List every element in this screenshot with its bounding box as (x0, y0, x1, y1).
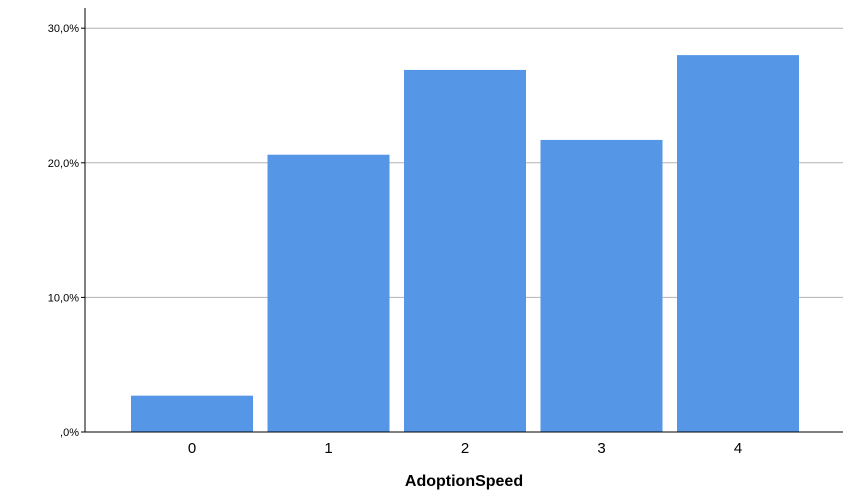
bar-1 (267, 154, 390, 432)
axes (84, 8, 843, 433)
bar-2 (404, 69, 526, 433)
y-tick-label: ,0% (60, 427, 79, 439)
bar-0 (131, 395, 253, 432)
x-tick-label: 1 (324, 440, 332, 457)
bar-4 (677, 55, 799, 432)
x-tick-label: 2 (461, 440, 469, 457)
x-tick-label: 4 (734, 440, 742, 457)
y-tick-labels: ,0% 10,0% 20,0% 30,0% (48, 23, 85, 439)
bar-3 (540, 139, 663, 432)
x-axis-title: AdoptionSpeed (405, 473, 523, 490)
x-tick-label: 0 (188, 440, 196, 457)
y-tick-label: 30,0% (48, 23, 79, 35)
y-tick-label: 20,0% (48, 158, 79, 170)
y-tick-label: 10,0% (48, 292, 79, 304)
bars (131, 55, 799, 433)
x-tick-label: 3 (597, 440, 605, 457)
x-tick-labels: 0 1 2 3 4 (188, 440, 742, 457)
